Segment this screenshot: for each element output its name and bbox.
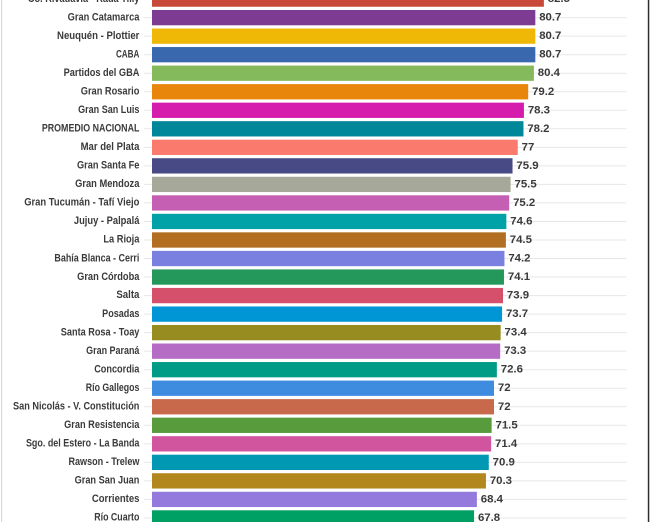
svg-text:Partidos del GBA: Partidos del GBA: [64, 67, 140, 79]
svg-text:Bahía Blanca - Cerri: Bahía Blanca - Cerri: [54, 252, 139, 264]
svg-text:71.5: 71.5: [496, 419, 519, 431]
svg-text:Gran Mendoza: Gran Mendoza: [75, 178, 140, 190]
svg-text:Santa Rosa - Toay: Santa Rosa - Toay: [61, 327, 140, 339]
svg-text:80.7: 80.7: [539, 30, 561, 42]
svg-text:73.3: 73.3: [504, 345, 526, 357]
svg-text:72.6: 72.6: [501, 364, 523, 376]
svg-text:Gran Rosario: Gran Rosario: [81, 86, 140, 98]
svg-text:Neuquén - Plottier: Neuquén - Plottier: [57, 30, 139, 42]
svg-text:Gran Tucumán - Tafí Viejo: Gran Tucumán - Tafí Viejo: [24, 197, 139, 209]
svg-text:74.5: 74.5: [510, 234, 533, 246]
svg-text:73.4: 73.4: [505, 327, 528, 339]
svg-text:75.9: 75.9: [516, 160, 538, 172]
svg-text:74.1: 74.1: [508, 271, 531, 283]
svg-text:CABA: CABA: [116, 48, 139, 61]
svg-text:67.8: 67.8: [478, 512, 500, 522]
svg-text:Rawson - Trelew: Rawson - Trelew: [68, 456, 139, 468]
svg-text:Gran Córdoba: Gran Córdoba: [77, 271, 140, 283]
svg-text:73.7: 73.7: [506, 308, 528, 320]
svg-text:80.7: 80.7: [539, 49, 561, 61]
svg-text:68.4: 68.4: [481, 493, 504, 505]
svg-text:74.6: 74.6: [510, 215, 532, 227]
svg-text:San Nicolás - V. Constitución: San Nicolás - V. Constitución: [13, 401, 139, 413]
svg-text:78.2: 78.2: [527, 123, 549, 135]
svg-text:72: 72: [498, 382, 511, 394]
svg-text:77: 77: [522, 141, 535, 153]
svg-text:73.9: 73.9: [507, 290, 529, 302]
svg-text:75.2: 75.2: [513, 197, 535, 209]
svg-text:Gran Santa Fe: Gran Santa Fe: [77, 160, 140, 172]
svg-text:Salta: Salta: [116, 290, 139, 302]
svg-text:Gran Catamarca: Gran Catamarca: [68, 12, 140, 24]
svg-text:Sgo. del Estero - La Banda: Sgo. del Estero - La Banda: [26, 438, 140, 450]
svg-text:Concordia: Concordia: [94, 364, 140, 376]
svg-text:80.4: 80.4: [538, 67, 561, 79]
svg-text:La Rioja: La Rioja: [103, 234, 139, 246]
svg-text:71.4: 71.4: [495, 438, 518, 450]
svg-text:78.3: 78.3: [528, 104, 550, 116]
svg-text:Jujuy - Palpalá: Jujuy - Palpalá: [74, 216, 140, 228]
svg-text:Co. Rivadavia - Rada Tilly: Co. Rivadavia - Rada Tilly: [28, 0, 140, 5]
svg-text:Gran Resistencia: Gran Resistencia: [64, 419, 140, 431]
svg-text:80.7: 80.7: [539, 12, 561, 24]
svg-text:74.2: 74.2: [508, 253, 530, 265]
svg-text:Gran San Juan: Gran San Juan: [75, 475, 140, 487]
svg-text:70.9: 70.9: [493, 456, 515, 468]
svg-text:82.5: 82.5: [548, 0, 571, 5]
svg-text:PROMEDIO NACIONAL: PROMEDIO NACIONAL: [42, 123, 140, 135]
svg-text:Corrientes: Corrientes: [92, 494, 140, 506]
svg-text:72: 72: [498, 401, 511, 413]
svg-text:70.3: 70.3: [490, 475, 512, 487]
svg-text:Río Gallegos: Río Gallegos: [86, 382, 140, 394]
svg-text:Río Cuarto: Río Cuarto: [94, 512, 139, 522]
svg-text:Mar del Plata: Mar del Plata: [81, 141, 140, 153]
svg-text:Posadas: Posadas: [102, 308, 140, 320]
svg-text:Gran San Luis: Gran San Luis: [78, 104, 140, 116]
svg-text:79.2: 79.2: [532, 86, 554, 98]
svg-text:75.5: 75.5: [515, 178, 538, 190]
svg-text:Gran Paraná: Gran Paraná: [86, 345, 140, 357]
